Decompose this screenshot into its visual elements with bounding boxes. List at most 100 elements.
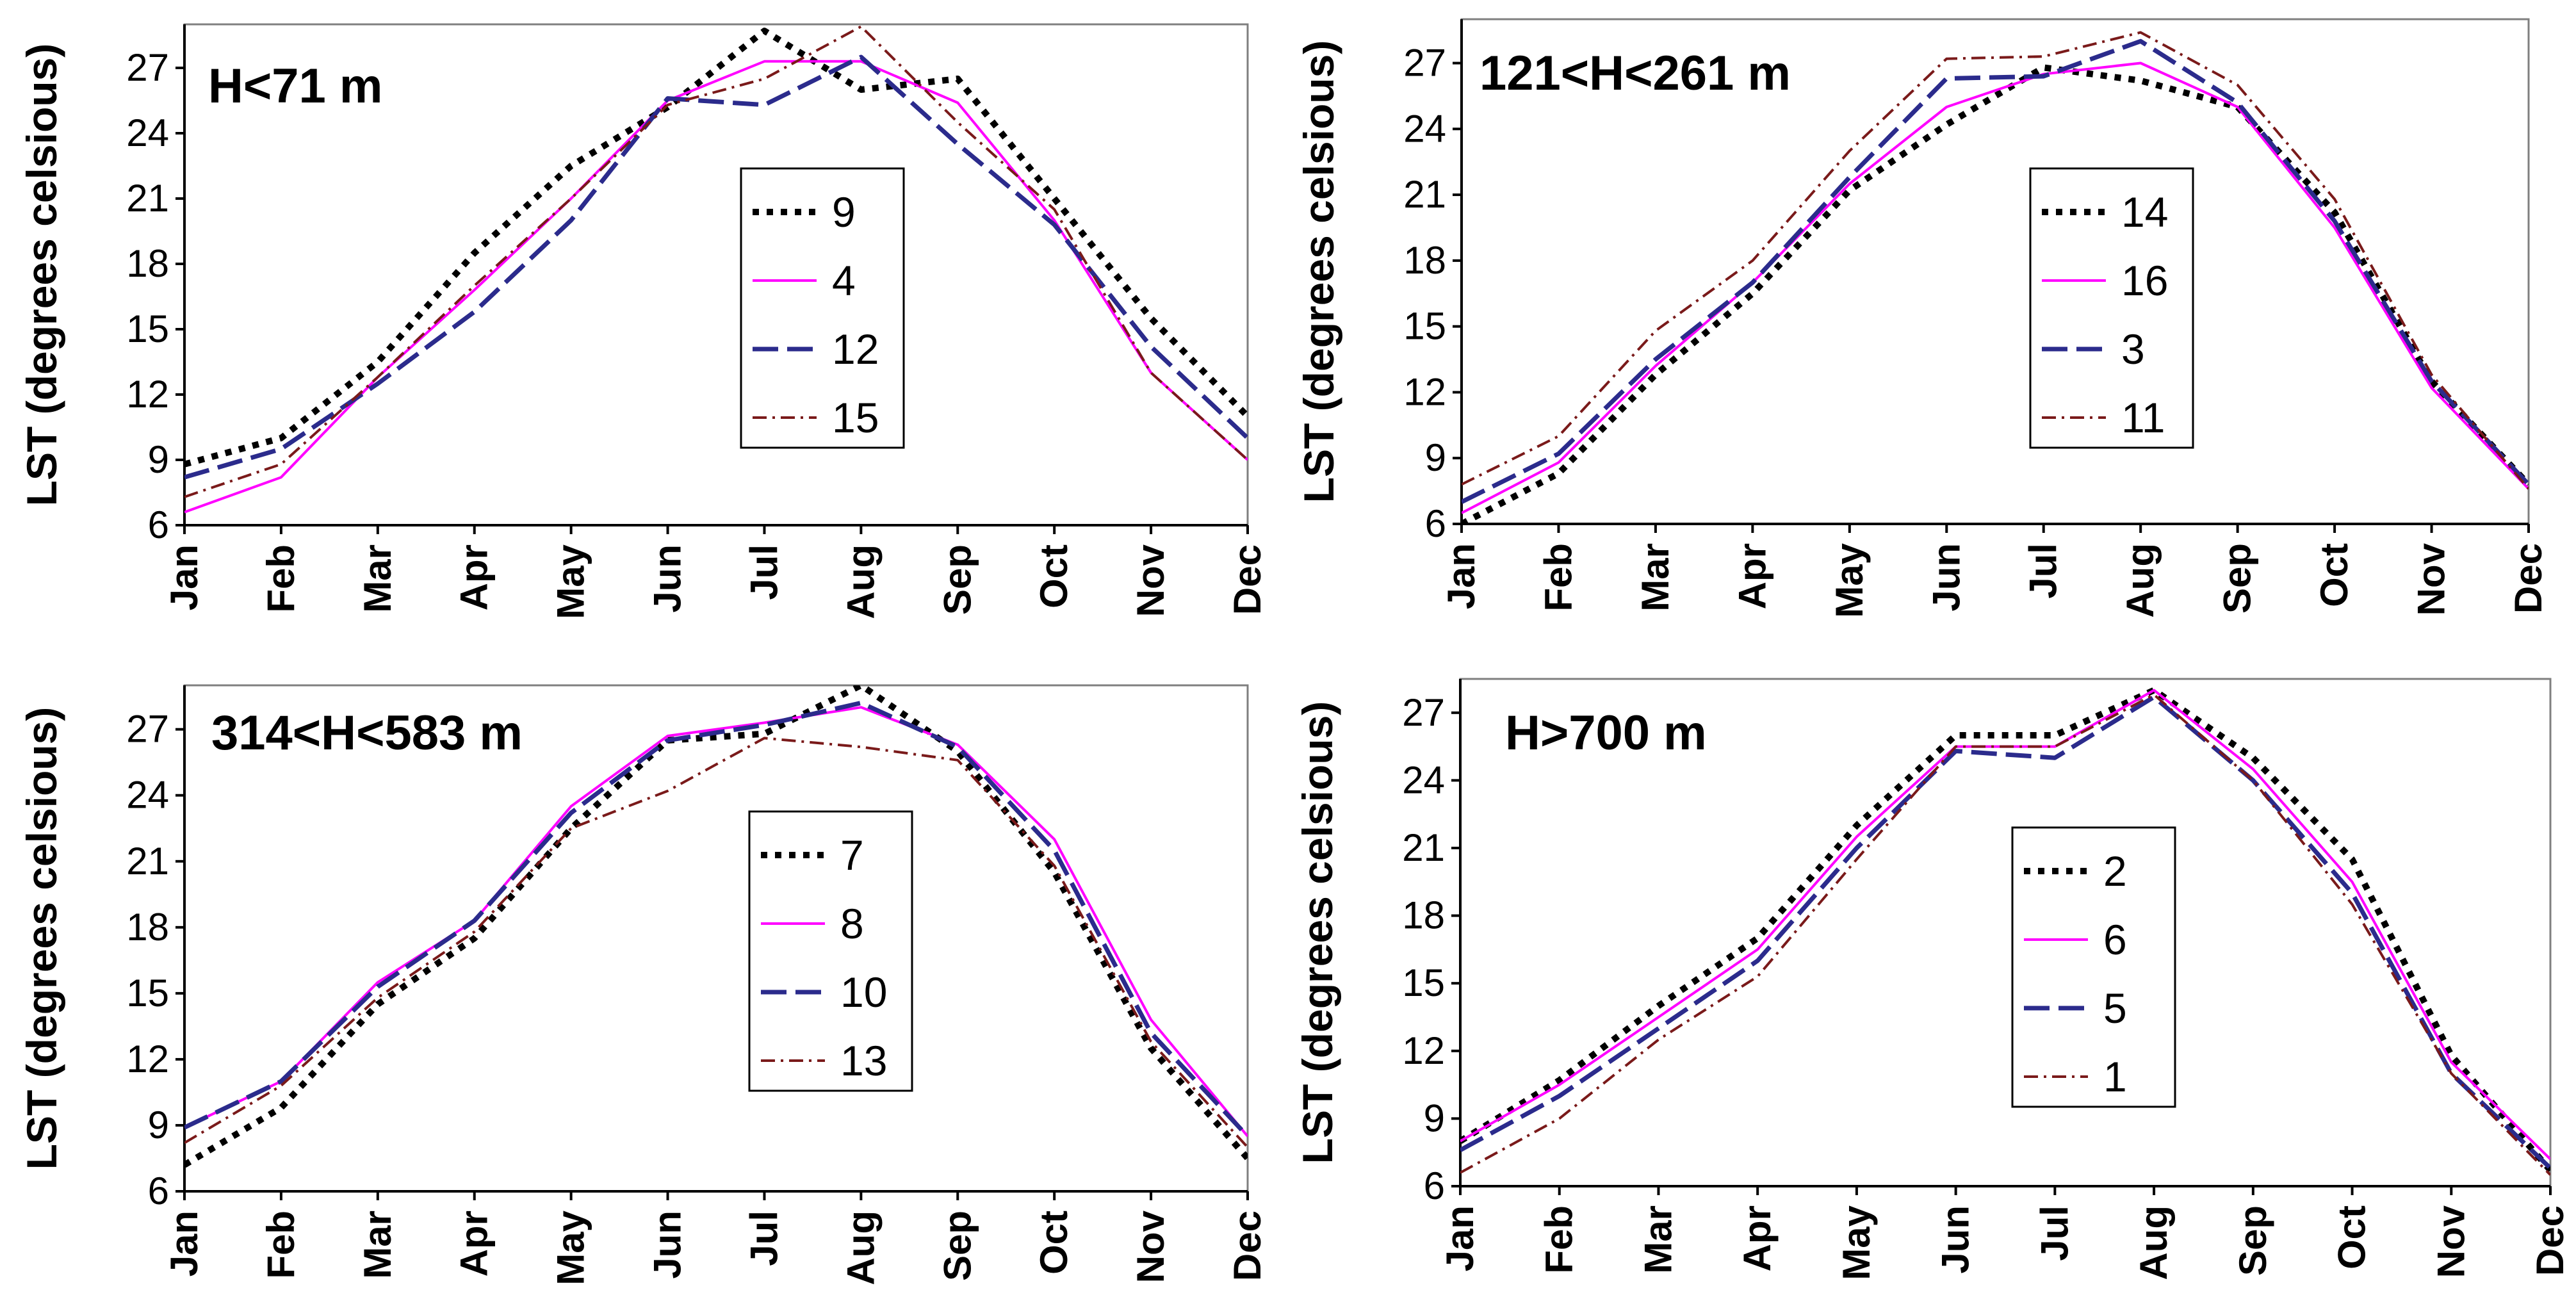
legend: 7 8 10 13: [748, 810, 913, 1092]
legend-label: 13: [840, 1037, 887, 1084]
y-tick-label: 12: [1402, 1029, 1445, 1072]
x-tick-label: Apr: [453, 544, 496, 610]
series-line-9: [184, 28, 1248, 468]
chart-panel-2: 6 9 12 15 18 21 24 27 Jan Feb Mar Apr May Jun Jul Aug Se…: [1295, 18, 2550, 618]
x-tick-label: Nov: [1129, 544, 1172, 617]
series-group: [184, 25, 1248, 514]
x-tick-label: Dec: [1226, 1211, 1269, 1281]
x-tick-label: Mar: [356, 544, 399, 613]
chart-panel-3: 6 9 12 15 18 21 24 27 Jan Feb Mar Apr May Jun Jul Aug Se…: [18, 684, 1269, 1285]
legend: 9 4 12 15: [740, 167, 905, 449]
y-tick-label: 27: [126, 708, 169, 751]
y-tick-label: 24: [1403, 107, 1446, 150]
y-tick-label: 15: [1402, 961, 1445, 1004]
legend-label: 11: [2121, 394, 2165, 441]
x-tick-label: Nov: [2429, 1205, 2472, 1278]
y-tick-label: 18: [126, 242, 169, 285]
legend: 14 16 3 11: [2029, 167, 2194, 449]
x-tick-label: Jan: [1439, 1205, 1481, 1271]
y-tick-label: 12: [1403, 370, 1446, 413]
legend-box: [2029, 167, 2194, 449]
y-tick-label: 27: [1403, 42, 1446, 85]
y-tick-label: 27: [1402, 691, 1445, 734]
y-axis-title: LST (degrees celsious): [18, 707, 65, 1170]
x-tick-label: Dec: [1226, 544, 1269, 615]
legend: 2 6 5 1: [2011, 826, 2176, 1108]
x-tick-label: Jul: [742, 1211, 785, 1266]
series-line-12: [184, 54, 1248, 480]
y-tick-label: 24: [1402, 758, 1445, 801]
x-tick-label: Oct: [1032, 1211, 1075, 1275]
y-tick-label: 9: [148, 438, 169, 481]
legend-label: 5: [2103, 984, 2127, 1032]
legend-label: 3: [2121, 325, 2145, 373]
legend-label: 8: [840, 900, 864, 947]
y-tick-label: 6: [1425, 502, 1446, 545]
plot-area: [183, 23, 1249, 526]
x-tick-label: May: [1828, 542, 1871, 617]
y-tick-label: 24: [126, 111, 169, 154]
x-tick-label: Sep: [2216, 543, 2259, 614]
y-tick-label: 12: [126, 373, 169, 416]
series-line-16: [1462, 61, 2529, 514]
y-tick-label: 18: [126, 906, 169, 949]
series-group: [184, 685, 1248, 1168]
x-tick-label: Apr: [1736, 1205, 1779, 1271]
panel-title: H<71 m: [208, 59, 383, 113]
x-tick-label: Dec: [2507, 543, 2550, 614]
y-tick-label: 21: [1403, 173, 1446, 216]
x-tick-label: Jun: [646, 544, 689, 613]
y-tick-label: 15: [126, 972, 169, 1015]
series-line-3: [1462, 38, 2529, 504]
y-tick-label: 24: [126, 774, 169, 817]
plot-area: [183, 684, 1249, 1193]
x-tick-label: Oct: [2331, 1205, 2374, 1269]
chart-panel-1: 6 9 12 15 18 21 24 27 Jan Feb Mar Apr May Jun Jul Aug Se…: [18, 23, 1269, 619]
x-tick-label: Mar: [1634, 543, 1677, 612]
legend-label: 1: [2103, 1053, 2127, 1100]
x-tick-label: Jul: [2022, 543, 2065, 599]
y-tick-label: 21: [126, 840, 169, 883]
series-line-7: [184, 685, 1248, 1168]
plot-area: [1460, 18, 2530, 525]
x-tick-label: Oct: [2313, 543, 2356, 607]
x-tick-label: Aug: [2132, 1205, 2175, 1280]
x-tick-label: Feb: [259, 544, 302, 613]
series-line-1: [1460, 693, 2550, 1176]
x-tick-label: Apr: [453, 1211, 496, 1276]
series-group: [1462, 31, 2529, 524]
legend-label: 6: [2103, 916, 2127, 963]
x-tick-label: Jun: [646, 1211, 689, 1279]
y-tick-label: 15: [126, 307, 169, 350]
x-tick-label: Jan: [1440, 543, 1483, 609]
y-tick-label: 9: [1424, 1097, 1445, 1139]
x-tick-label: Jul: [742, 544, 785, 600]
x-tick-label: Apr: [1731, 543, 1773, 609]
legend-label: 9: [832, 188, 856, 236]
y-tick-label: 18: [1402, 894, 1445, 937]
y-tick-label: 15: [1403, 305, 1446, 348]
x-tick-label: Feb: [1538, 1205, 1581, 1274]
legend-label: 2: [2103, 847, 2127, 895]
y-tick-label: 12: [126, 1038, 169, 1081]
legend-label: 14: [2121, 188, 2168, 236]
series-line-13: [184, 737, 1248, 1148]
y-axis-title: LST (degrees celsious): [18, 44, 65, 507]
y-tick-label: 18: [1403, 239, 1446, 282]
x-tick-label: Mar: [356, 1211, 399, 1279]
x-tick-label: May: [1835, 1205, 1878, 1280]
legend-label: 10: [840, 968, 887, 1016]
x-tick-label: Sep: [2231, 1205, 2274, 1276]
x-tick-label: Aug: [839, 544, 882, 619]
x-tick-label: Aug: [839, 1211, 882, 1285]
x-tick-label: May: [550, 544, 592, 619]
x-tick-label: Jan: [163, 1211, 206, 1276]
x-tick-label: May: [550, 1210, 592, 1285]
panel-title: 121<H<261 m: [1480, 46, 1791, 101]
x-tick-label: Feb: [259, 1211, 302, 1279]
x-tick-label: Dec: [2529, 1205, 2572, 1276]
series-line-11: [1462, 31, 2529, 490]
y-tick-label: 21: [1402, 826, 1445, 869]
y-tick-label: 6: [1424, 1164, 1445, 1207]
series-line-10: [184, 701, 1248, 1138]
